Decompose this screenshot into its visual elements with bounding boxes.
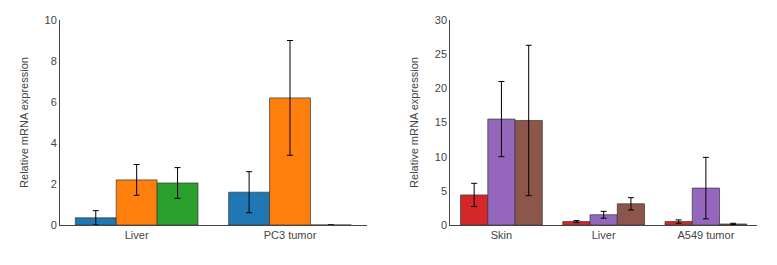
svg-text:8: 8 <box>51 55 57 67</box>
svg-text:Relative mRNA expression: Relative mRNA expression <box>408 57 420 188</box>
svg-text:10: 10 <box>435 151 447 163</box>
svg-text:Liver: Liver <box>592 229 616 241</box>
svg-text:Liver: Liver <box>125 229 149 241</box>
svg-text:5: 5 <box>441 185 447 197</box>
svg-text:PC3 tumor: PC3 tumor <box>264 229 317 241</box>
svg-text:0: 0 <box>51 219 57 231</box>
svg-text:30: 30 <box>435 14 447 26</box>
svg-text:A549 tumor: A549 tumor <box>677 229 734 241</box>
svg-text:25: 25 <box>435 48 447 60</box>
svg-text:15: 15 <box>435 116 447 128</box>
svg-text:6: 6 <box>51 96 57 108</box>
svg-text:20: 20 <box>435 82 447 94</box>
svg-text:2: 2 <box>51 178 57 190</box>
svg-text:10: 10 <box>45 14 57 26</box>
svg-text:0: 0 <box>441 219 447 231</box>
svg-text:Skin: Skin <box>491 229 512 241</box>
svg-text:4: 4 <box>51 137 57 149</box>
svg-text:Relative mRNA expression: Relative mRNA expression <box>18 57 30 188</box>
